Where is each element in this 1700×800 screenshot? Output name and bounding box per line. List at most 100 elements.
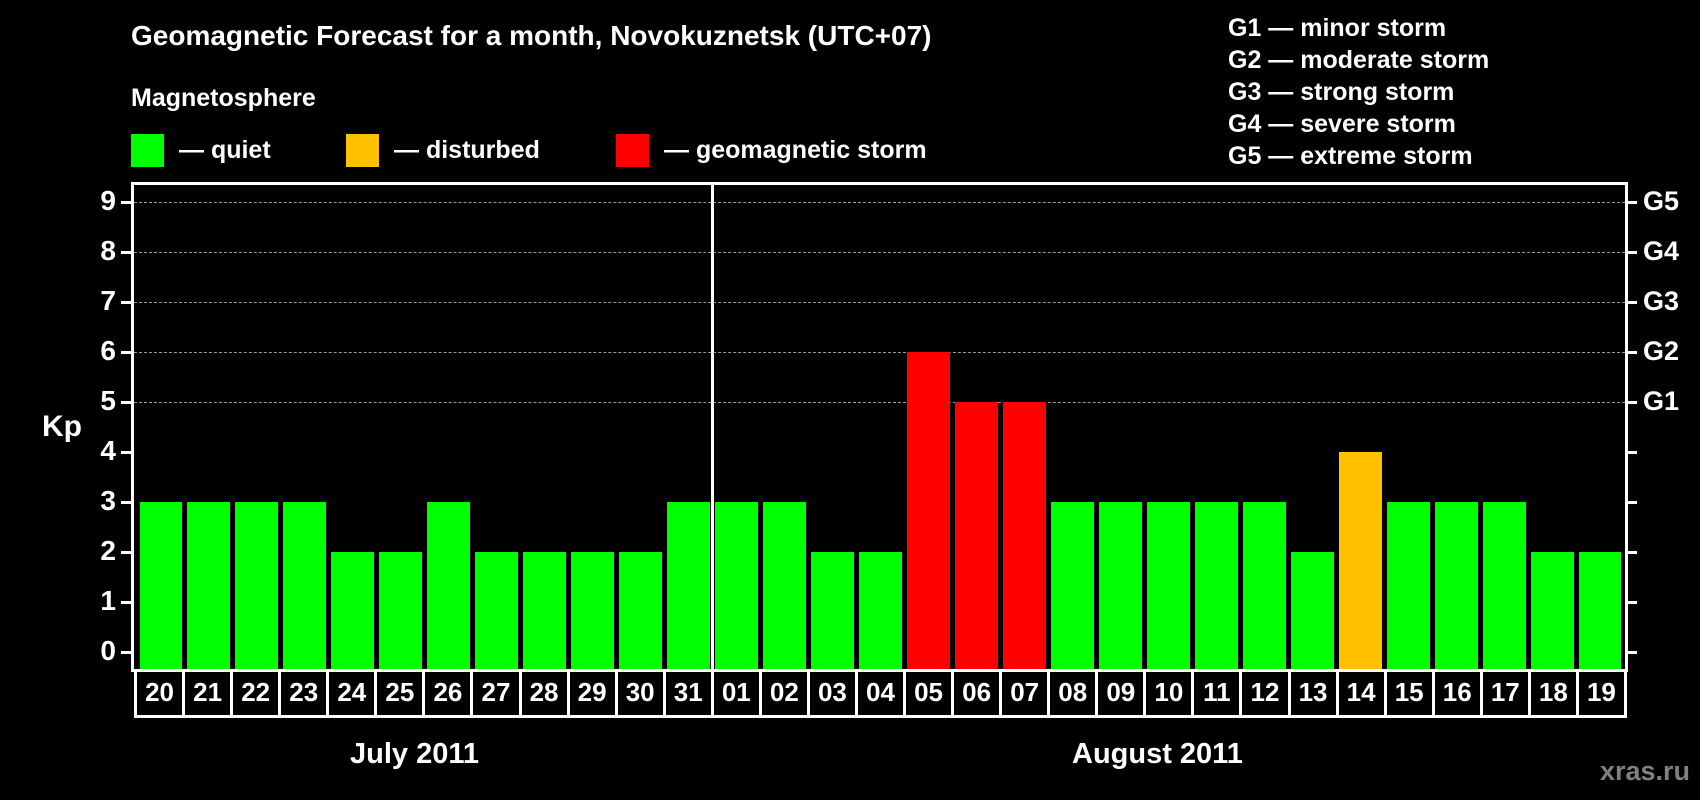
bar-day-27 [475,552,519,669]
right-label-g3: G3 [1643,286,1680,316]
chart-subtitle: Magnetosphere [131,84,316,112]
day-label-08: 08 [1050,669,1099,715]
bar-day-05 [906,352,950,669]
bar-day-26 [427,502,471,669]
day-label-21: 21 [185,669,234,715]
bar-day-20 [139,502,183,669]
day-label-19: 19 [1586,676,1616,707]
day-label-06: 06 [954,669,1003,715]
gridline-kp-6 [134,352,1625,353]
y-tick-9 [121,201,131,204]
watermark: xras.ru [1599,756,1690,786]
bar-day-14 [1338,452,1382,669]
legend-label-quiet: — quiet [179,135,271,164]
gridline-kp-7 [134,302,1625,303]
legend-swatch-quiet [131,133,164,167]
day-label-05: 05 [906,669,955,715]
y-axis-label: Kp [42,410,82,443]
bar-day-29 [571,552,615,669]
y-tick-6 [121,351,131,354]
day-label-23: 23 [281,669,330,715]
bar-day-09 [1098,502,1142,669]
y-tick-1 [121,601,131,604]
bar-day-30 [619,552,663,669]
bar-day-24 [331,552,375,669]
gridline-kp-8 [134,252,1625,253]
day-label-10: 10 [1146,669,1195,715]
day-label-07: 07 [1002,669,1051,715]
right-tick-0 [1627,651,1637,654]
day-label-17: 17 [1483,669,1531,715]
right-label-g4: G4 [1643,236,1680,266]
day-label-12: 12 [1242,669,1291,715]
day-label-03: 03 [810,669,858,715]
right-tick-4 [1627,451,1637,454]
right-tick-9 [1627,201,1637,204]
legend-swatch-storm [616,133,649,167]
bar-day-16 [1434,502,1478,669]
bar-day-17 [1482,502,1526,669]
day-label-26: 26 [425,669,474,715]
day-label-24: 24 [329,669,378,715]
gridline-kp-5 [134,402,1625,403]
gridline-kp-9 [134,202,1625,203]
bar-day-31 [667,502,711,669]
legend-swatch-disturbed [346,133,379,167]
storm-scale-g2: G2 — moderate storm [1228,46,1490,74]
month-divider [711,185,714,669]
right-label-g5: G5 [1643,186,1680,216]
day-label-09: 09 [1098,669,1147,715]
legend-label-disturbed: — disturbed [394,135,540,164]
right-tick-5 [1627,401,1637,404]
bar-day-11 [1194,502,1238,669]
right-tick-7 [1627,301,1637,304]
day-label-27: 27 [473,669,522,715]
storm-scale-g5: G5 — extreme storm [1228,142,1473,170]
y-tick-label-7: 7 [100,285,116,316]
day-label-31: 31 [666,669,714,715]
y-tick-7 [121,301,131,304]
right-label-g1: G1 [1643,386,1680,416]
day-label-13: 13 [1291,669,1339,715]
bar-day-23 [283,502,327,669]
y-tick-label-0: 0 [100,635,116,666]
y-tick-5 [121,401,131,404]
day-label-04: 04 [858,669,906,715]
y-tick-label-5: 5 [100,385,116,416]
chart-title: Geomagnetic Forecast for a month, Novoku… [131,20,932,51]
bar-day-06 [954,402,998,669]
storm-scale-g1: G1 — minor storm [1228,14,1447,42]
day-label-20: 20 [137,669,186,715]
bar-day-22 [235,502,279,669]
right-label-g2: G2 [1643,336,1680,366]
bar-day-07 [1002,402,1046,669]
right-tick-3 [1627,501,1637,504]
day-label-01: 01 [714,669,762,715]
day-label-28: 28 [522,669,570,715]
y-tick-label-4: 4 [100,435,116,466]
bar-day-13 [1290,552,1334,669]
day-label-18: 18 [1531,669,1579,715]
day-label-25: 25 [377,669,426,715]
y-tick-3 [121,501,131,504]
y-tick-2 [121,551,131,554]
right-tick-6 [1627,351,1637,354]
storm-scale-g3: G3 — strong storm [1228,78,1455,106]
legend-label-storm: — geomagnetic storm [664,135,927,164]
y-tick-label-6: 6 [100,335,116,366]
day-label-15: 15 [1387,669,1435,715]
legend-storm: — geomagnetic storm [616,133,927,167]
storm-scale-legend: G1 — minor storm G2 — moderate storm G3 … [1228,12,1489,172]
day-label-22: 22 [233,669,282,715]
y-tick-8 [121,251,131,254]
y-tick-4 [121,451,131,454]
bar-day-03 [811,552,854,669]
legend-quiet: — quiet [131,133,271,167]
month-label-july: July 2011 [350,738,479,770]
right-tick-1 [1627,601,1637,604]
bar-day-28 [523,552,567,669]
legend-disturbed: — disturbed [346,133,540,167]
bar-day-10 [1146,502,1190,669]
bar-day-19 [1578,552,1622,669]
day-label-29: 29 [570,669,618,715]
